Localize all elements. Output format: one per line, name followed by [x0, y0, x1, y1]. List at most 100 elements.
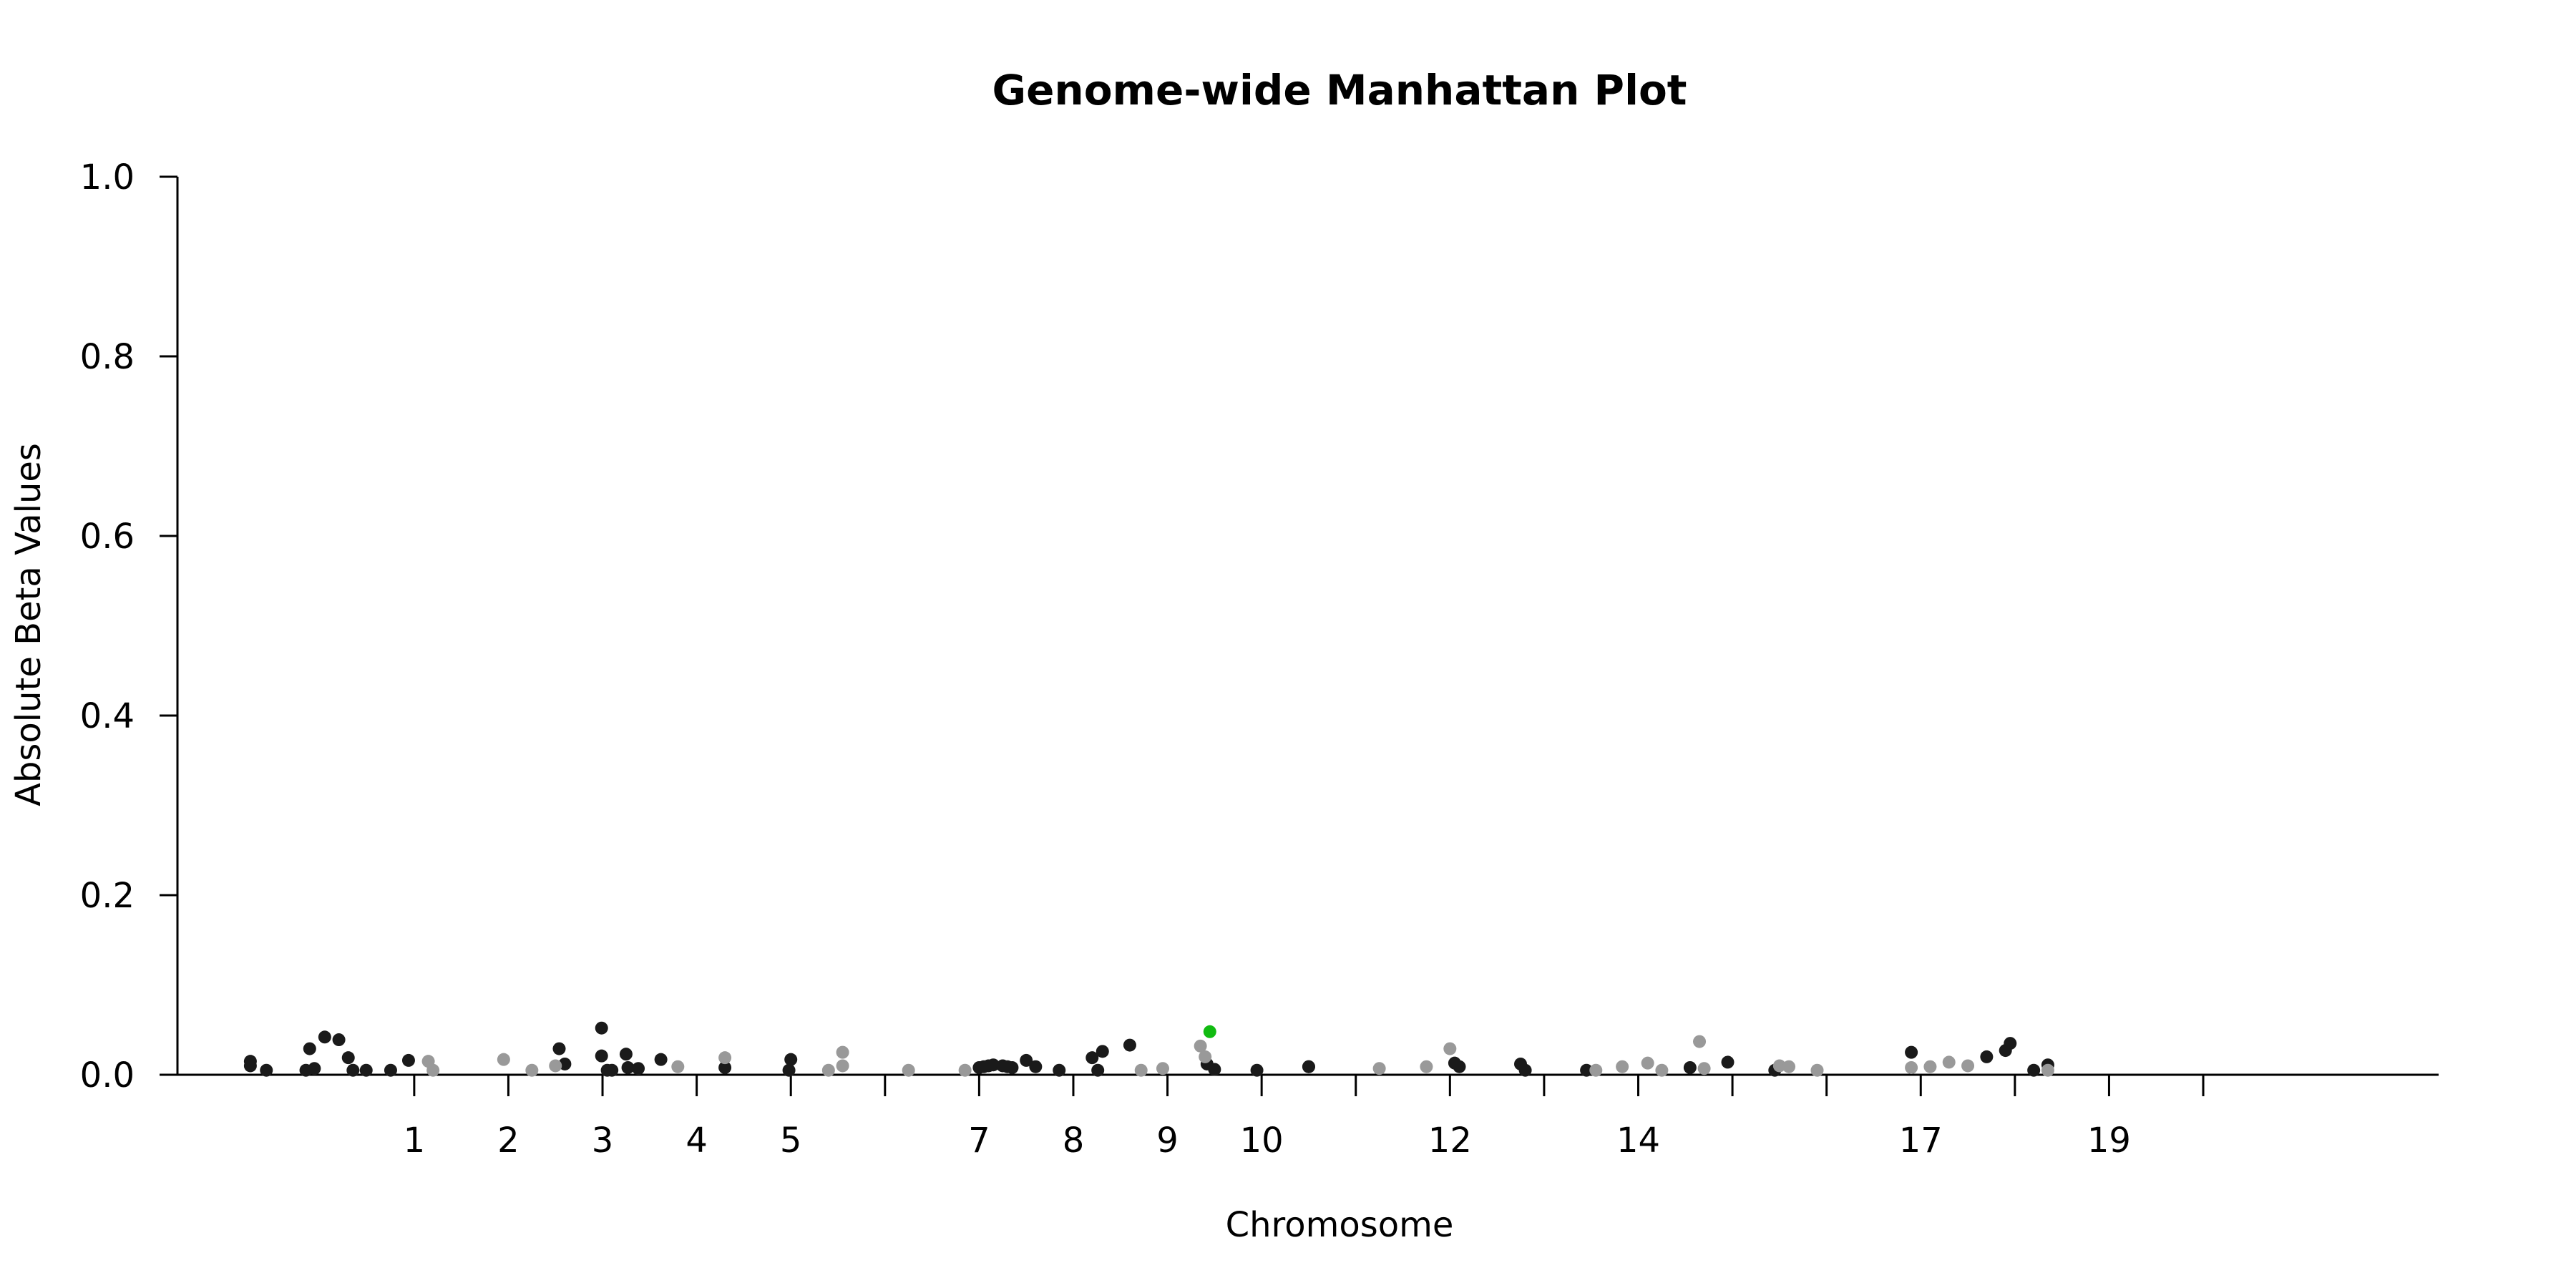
data-point	[1772, 1059, 1786, 1073]
data-point	[1091, 1063, 1105, 1077]
data-point	[718, 1051, 732, 1065]
x-tick-label: 9	[1156, 1121, 1179, 1161]
data-point	[987, 1058, 1000, 1072]
data-point	[426, 1063, 440, 1077]
data-points	[243, 1021, 2054, 1077]
data-point	[1693, 1035, 1707, 1048]
data-point	[1372, 1062, 1386, 1075]
data-point	[1518, 1063, 1532, 1077]
chart-title: Genome-wide Manhattan Plot	[992, 66, 1687, 114]
data-point	[1782, 1060, 1796, 1073]
data-point	[303, 1042, 316, 1055]
data-point	[2004, 1037, 2017, 1050]
data-point	[1616, 1060, 1629, 1073]
x-axis: 1 2 3 4 5 7 8 9 10 12 14 17 19	[177, 1073, 2439, 1161]
data-point	[260, 1063, 273, 1077]
x-tick-label: 3	[592, 1121, 614, 1161]
data-point	[549, 1059, 562, 1073]
data-point	[243, 1059, 257, 1073]
data-point	[902, 1063, 915, 1077]
data-point	[1020, 1053, 1033, 1067]
data-point	[1580, 1063, 1594, 1077]
data-point	[958, 1063, 972, 1077]
data-point	[621, 1060, 635, 1074]
data-point	[1123, 1038, 1136, 1052]
x-tick-label: 10	[1240, 1121, 1284, 1161]
data-point	[346, 1063, 360, 1077]
y-tick-label: 0.0	[80, 1055, 135, 1096]
data-point	[1905, 1045, 1918, 1059]
data-point	[1980, 1050, 1994, 1063]
data-point	[1810, 1063, 1824, 1077]
data-point	[1905, 1060, 1918, 1074]
data-point	[619, 1048, 633, 1061]
data-point	[384, 1063, 397, 1077]
data-point	[1134, 1063, 1148, 1077]
data-point	[525, 1063, 539, 1077]
data-point	[1589, 1063, 1603, 1077]
data-point	[1961, 1059, 1975, 1073]
x-tick-label: 1	[404, 1121, 426, 1161]
x-tick-label: 14	[1616, 1121, 1660, 1161]
data-point	[1923, 1060, 1937, 1073]
data-point	[1302, 1060, 1315, 1073]
x-tick-label: 2	[497, 1121, 519, 1161]
y-axis: 0.0 0.2 0.4 0.6 0.8 1.0	[80, 157, 179, 1096]
data-point	[1721, 1055, 1735, 1069]
data-point	[718, 1060, 732, 1074]
data-point	[2041, 1063, 2054, 1077]
data-point	[1683, 1060, 1697, 1074]
data-point	[1250, 1063, 1264, 1077]
data-point	[654, 1053, 668, 1066]
data-point	[605, 1063, 619, 1077]
data-point	[401, 1053, 415, 1067]
data-point	[318, 1030, 331, 1044]
x-tick-label: 5	[780, 1121, 802, 1161]
y-axis-label: Absolute Beta Values	[9, 443, 49, 806]
data-point	[1420, 1060, 1433, 1073]
data-point	[2027, 1063, 2041, 1077]
data-point	[1096, 1045, 1109, 1058]
data-point	[1453, 1060, 1466, 1073]
data-point	[359, 1063, 373, 1077]
x-tick-label: 19	[2087, 1121, 2131, 1161]
data-point	[1655, 1063, 1669, 1077]
data-point	[308, 1062, 321, 1075]
data-point	[1053, 1063, 1066, 1077]
data-point	[1203, 1025, 1216, 1038]
x-axis-label: Chromosome	[1226, 1205, 1454, 1245]
y-tick-label: 0.4	[80, 696, 135, 736]
x-tick-label: 17	[1899, 1121, 1943, 1161]
data-point	[1208, 1063, 1221, 1076]
data-point	[1005, 1060, 1019, 1074]
x-tick-label: 8	[1063, 1121, 1085, 1161]
data-point	[836, 1045, 849, 1059]
data-point	[836, 1059, 849, 1073]
x-tick-label: 7	[968, 1121, 990, 1161]
data-point	[341, 1051, 355, 1065]
data-point	[332, 1033, 346, 1047]
data-point	[1443, 1042, 1457, 1055]
data-point	[1641, 1056, 1654, 1070]
data-point	[1085, 1051, 1099, 1065]
data-point	[1697, 1062, 1711, 1075]
x-tick-label: 12	[1428, 1121, 1472, 1161]
data-point	[782, 1063, 796, 1077]
data-point	[497, 1053, 510, 1066]
data-point	[1029, 1060, 1043, 1073]
x-tick-label: 4	[686, 1121, 708, 1161]
data-point	[595, 1049, 608, 1063]
data-point	[595, 1021, 608, 1035]
y-tick-label: 0.2	[80, 876, 135, 916]
data-point	[821, 1063, 835, 1077]
data-point	[784, 1053, 798, 1066]
data-point	[552, 1042, 566, 1055]
data-point	[1199, 1050, 1212, 1063]
data-point	[1156, 1062, 1169, 1075]
y-tick-label: 0.6	[80, 517, 135, 557]
data-point	[671, 1060, 685, 1073]
y-tick-label: 0.8	[80, 337, 135, 377]
data-point	[1942, 1055, 1956, 1069]
y-tick-label: 1.0	[80, 157, 135, 197]
